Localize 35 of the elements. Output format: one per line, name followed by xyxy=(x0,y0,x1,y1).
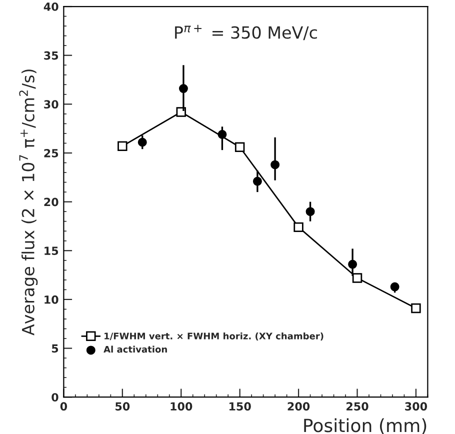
point xyxy=(218,130,227,139)
point xyxy=(294,222,304,232)
point xyxy=(270,160,280,170)
y-tick-label: 5 xyxy=(52,344,58,353)
point xyxy=(306,207,315,216)
y-tick-label: 15 xyxy=(44,246,58,256)
x-tick-label: 50 xyxy=(116,402,130,411)
y-tick-label: 10 xyxy=(44,295,58,304)
y-tick-label: 30 xyxy=(44,100,58,109)
y-tick-label: 35 xyxy=(44,51,58,60)
x-tick-label: 250 xyxy=(346,402,368,411)
point xyxy=(234,142,245,152)
point xyxy=(138,138,147,147)
y-axis-title: Average flux (2 × 10$^{7}$ π$^{+}$/cm$^{2}$/s) xyxy=(19,70,38,336)
point xyxy=(352,273,362,283)
point xyxy=(118,141,128,152)
legend-label: Al activation xyxy=(104,346,167,353)
text: P$^{π+}$ = 350 MeV/c xyxy=(175,24,317,40)
y-tick-label: 0 xyxy=(52,393,58,402)
point xyxy=(390,282,400,292)
y-tick-label: 20 xyxy=(44,198,58,206)
y-tick-label: 40 xyxy=(44,2,58,11)
point xyxy=(411,303,421,314)
point xyxy=(176,107,186,117)
x-tick-label: 200 xyxy=(288,402,310,411)
x-tick-label: 0 xyxy=(60,402,68,411)
point xyxy=(178,84,188,94)
x-tick-label: 300 xyxy=(405,402,428,411)
legend-label: 1/FWHM vert. × FWHM horiz. (XY chamber) xyxy=(104,332,324,340)
y-tick-label: 25 xyxy=(44,148,58,158)
point xyxy=(252,176,262,186)
x-tick-label: 150 xyxy=(229,402,251,411)
x-tick-label: 100 xyxy=(170,402,192,411)
x-axis-title: Position (mm) xyxy=(304,418,426,434)
point xyxy=(348,260,358,269)
